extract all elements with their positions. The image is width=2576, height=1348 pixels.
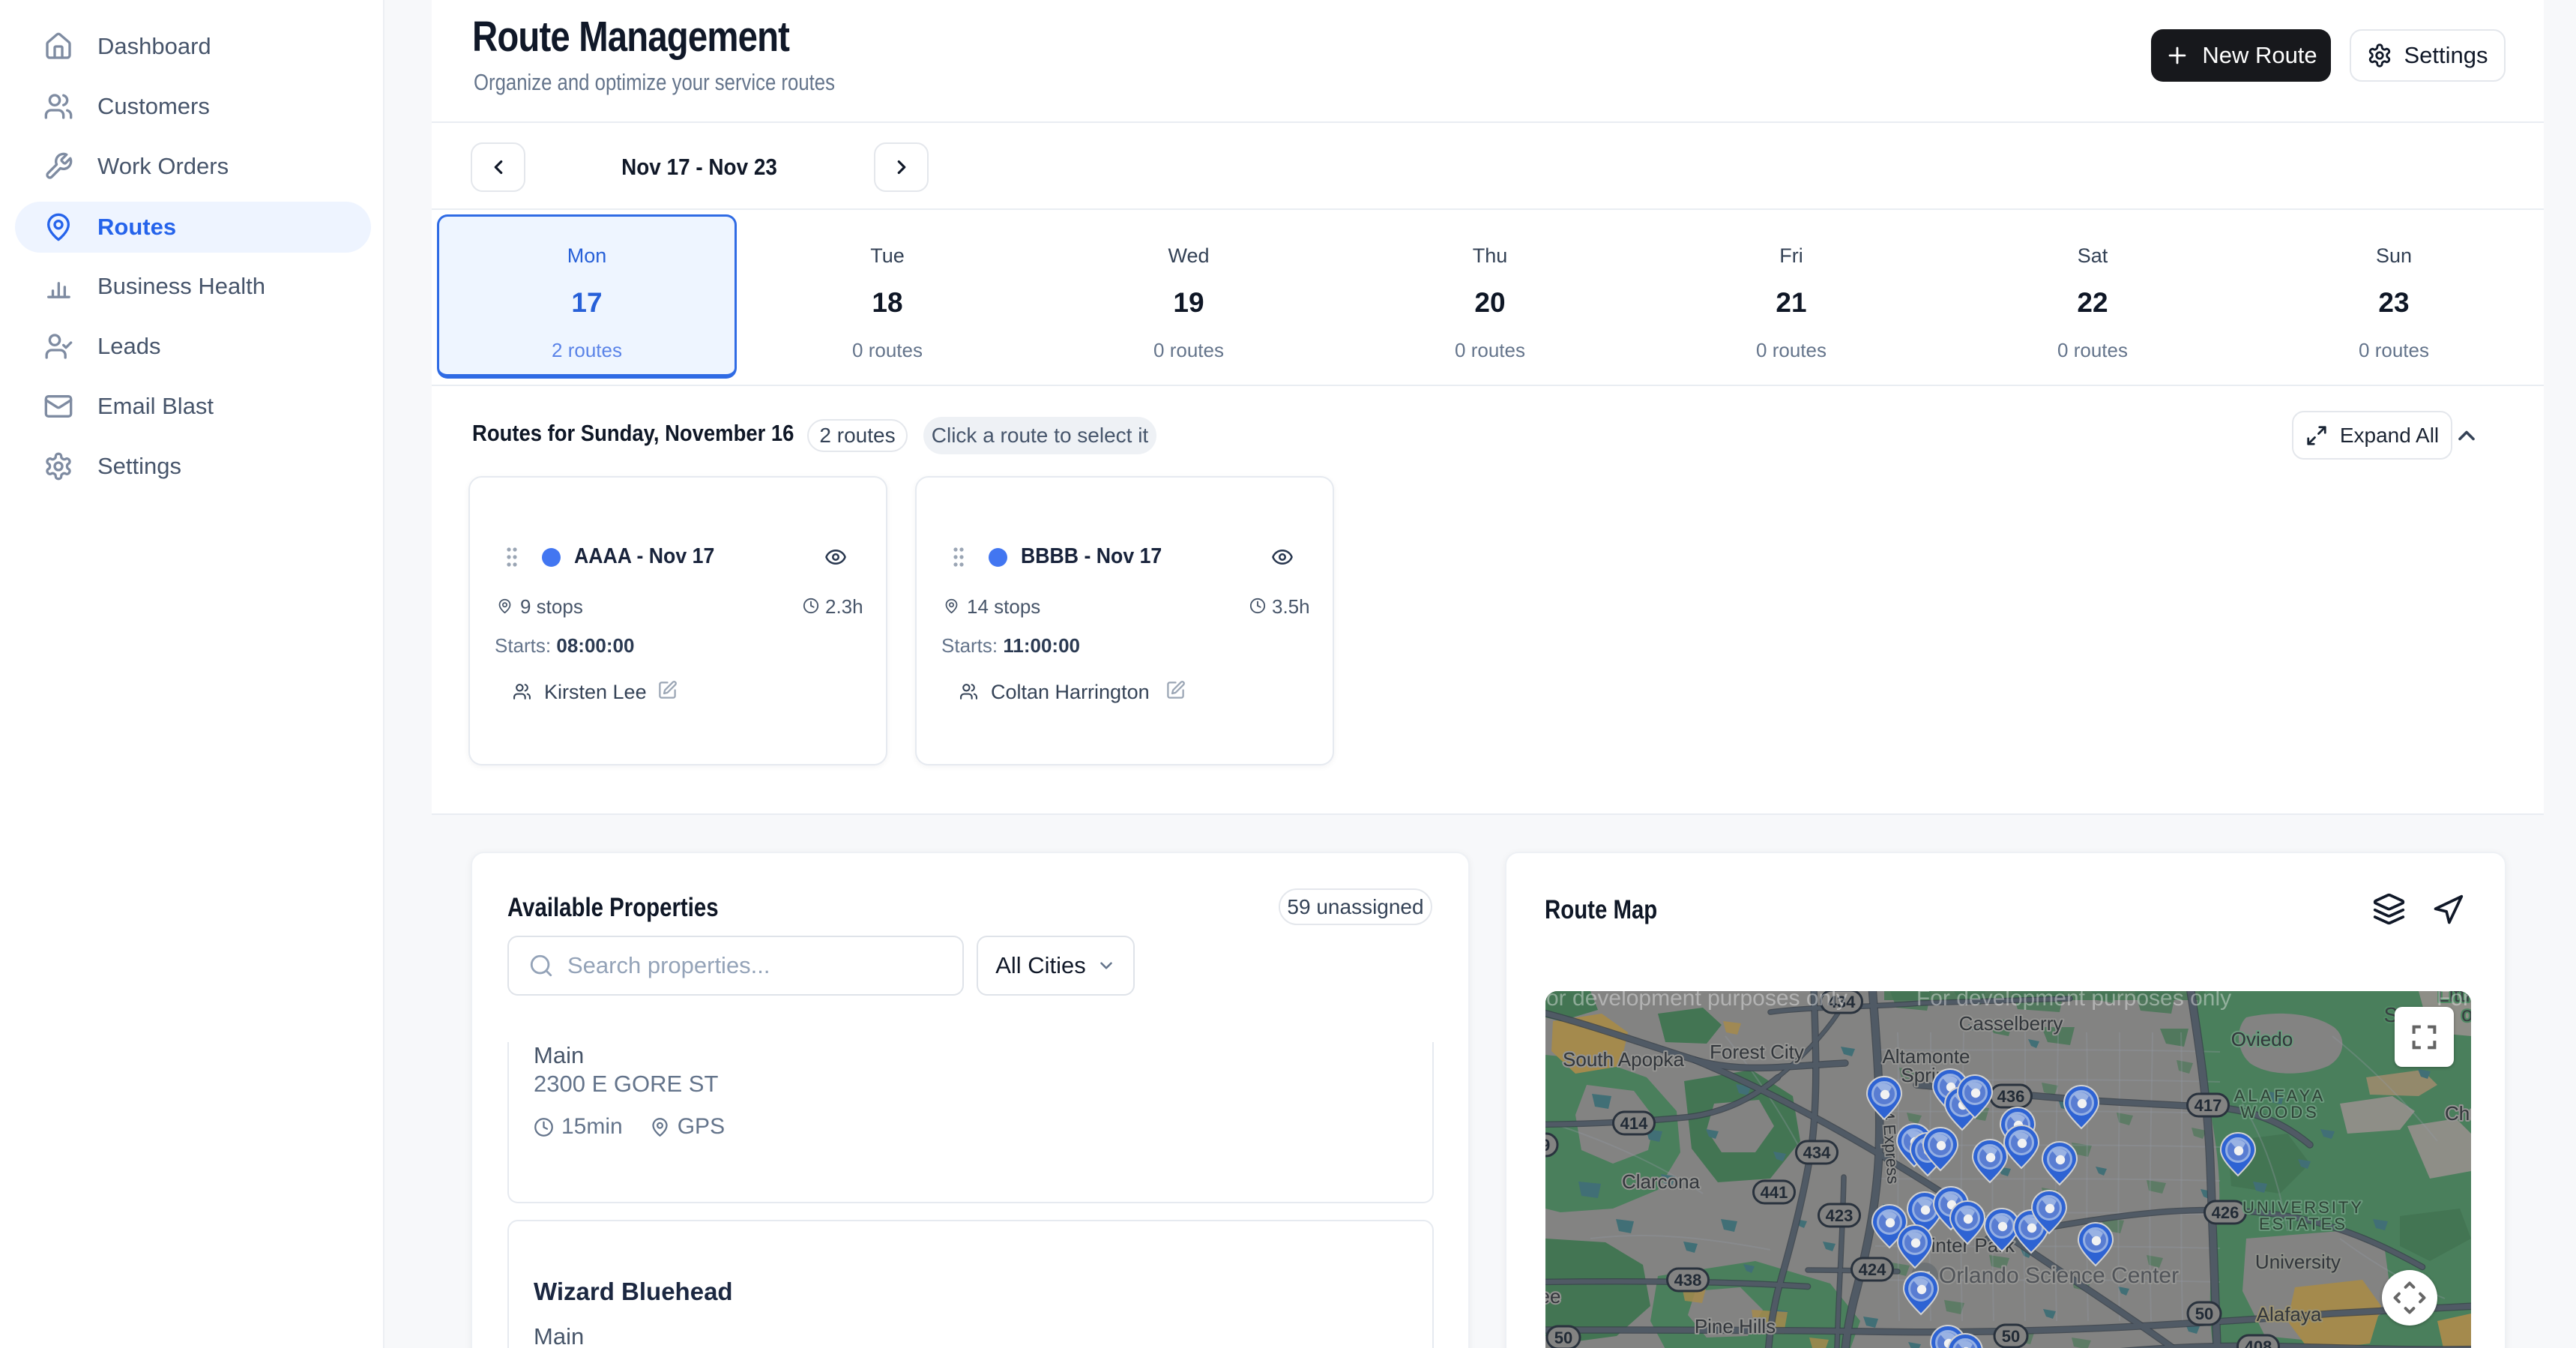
svg-text:434: 434 bbox=[1803, 1143, 1831, 1162]
svg-text:Pine Hills: Pine Hills bbox=[1695, 1315, 1776, 1338]
svg-text:408: 408 bbox=[2245, 1338, 2272, 1348]
svg-text:South Apopka: South Apopka bbox=[1563, 1048, 1684, 1071]
svg-text:Casselberry: Casselberry bbox=[1959, 1012, 2063, 1035]
svg-text:426: 426 bbox=[2212, 1203, 2239, 1222]
svg-text:ee: ee bbox=[1545, 1285, 1560, 1308]
svg-text:Orlando Science Center: Orlando Science Center bbox=[1939, 1263, 2179, 1288]
svg-text:Oviedo: Oviedo bbox=[2231, 1028, 2293, 1050]
svg-text:414: 414 bbox=[1620, 1114, 1648, 1133]
svg-text:Forest City: Forest City bbox=[1710, 1041, 1804, 1063]
svg-text:ALAFAYA: ALAFAYA bbox=[2234, 1086, 2326, 1105]
svg-text:438: 438 bbox=[1674, 1271, 1702, 1290]
svg-text:436: 436 bbox=[1997, 1087, 2025, 1106]
svg-text:Clarcona: Clarcona bbox=[1622, 1170, 1701, 1193]
svg-text:441: 441 bbox=[1761, 1183, 1788, 1202]
svg-text:or: or bbox=[2461, 1002, 2471, 1026]
svg-text:423: 423 bbox=[1826, 1206, 1853, 1225]
svg-text:Little Big: Little Big bbox=[2437, 991, 2471, 1006]
svg-text:Chuluota: Chuluota bbox=[2445, 1102, 2471, 1125]
svg-text:Alafaya: Alafaya bbox=[2257, 1303, 2322, 1326]
svg-text:417: 417 bbox=[2195, 1096, 2222, 1115]
svg-text:29: 29 bbox=[1545, 1136, 1550, 1155]
svg-text:For development purposes only: For development purposes only bbox=[1916, 991, 2231, 1011]
svg-text:ESTATES: ESTATES bbox=[2259, 1215, 2347, 1233]
svg-text:50: 50 bbox=[2002, 1327, 2020, 1346]
svg-text:University: University bbox=[2255, 1251, 2341, 1273]
svg-text:434: 434 bbox=[1828, 993, 1856, 1011]
svg-text:50: 50 bbox=[2195, 1305, 2213, 1323]
svg-text:50: 50 bbox=[1554, 1329, 1572, 1347]
svg-text:Altamonte: Altamonte bbox=[1882, 1045, 1970, 1068]
svg-text:UNIVERSITY: UNIVERSITY bbox=[2242, 1198, 2364, 1217]
svg-text:or development purposes only: or development purposes only bbox=[1546, 991, 1847, 1011]
svg-text:424: 424 bbox=[1859, 1260, 1886, 1279]
svg-text:WOODS: WOODS bbox=[2240, 1103, 2320, 1122]
